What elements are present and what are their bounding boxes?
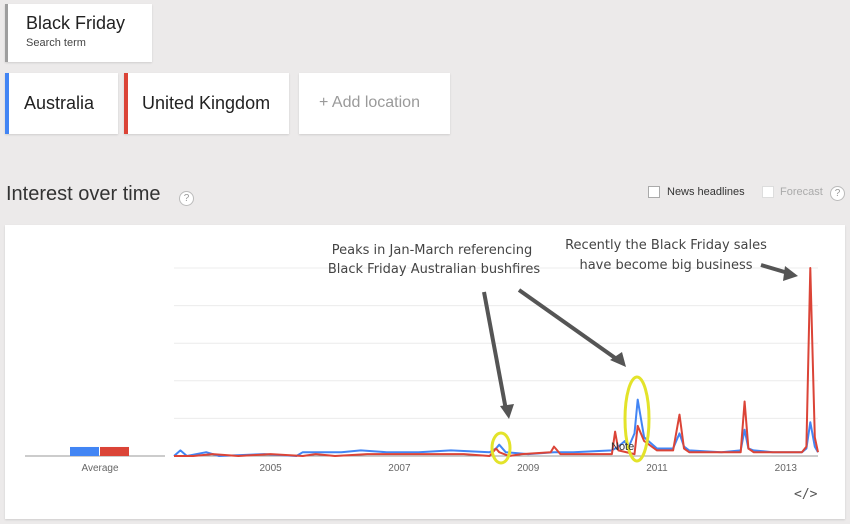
average-bar (70, 446, 99, 456)
highlight-circle (623, 375, 651, 463)
annotation-bushfires-line1: Peaks in Jan-March referencing (332, 243, 532, 258)
forecast-label: Forecast (780, 186, 823, 198)
search-term-subtitle: Search term (26, 37, 86, 49)
location-label: Australia (24, 93, 95, 113)
forecast-checkbox[interactable] (762, 186, 774, 198)
annotation-arrow (517, 288, 620, 362)
x-tick-label: 2013 (775, 463, 798, 474)
news-headlines-checkbox[interactable] (648, 186, 660, 198)
arrow-head (610, 352, 626, 367)
chart-card (5, 225, 845, 519)
section-title: Interest over time (6, 183, 161, 205)
annotation-business-line1: Recently the Black Friday sales (565, 238, 767, 253)
highlight-circle (490, 431, 512, 465)
x-tick-label: 2009 (517, 463, 540, 474)
news-headlines-label: News headlines (667, 186, 745, 198)
annotation-bushfires-line2: Black Friday Australian bushfires (328, 262, 540, 277)
note-label: Note (611, 441, 634, 453)
annotation-business-line2: have become big business (579, 258, 752, 273)
series-line (174, 267, 819, 457)
arrow-head (783, 266, 798, 281)
annotation-arrow (482, 291, 508, 411)
annotation-arrow (760, 263, 789, 275)
average-label: Average (81, 463, 119, 474)
location-australia[interactable]: Australia (5, 73, 118, 134)
average-bar (100, 446, 129, 456)
add-location-button[interactable]: + Add location (299, 73, 450, 134)
forecast-help-icon[interactable]: ? (830, 186, 845, 201)
add-location-label: + Add location (319, 94, 420, 111)
location-label: United Kingdom (142, 93, 271, 113)
arrow-head (500, 404, 514, 419)
search-term-title: Black Friday (26, 13, 126, 33)
embed-code-icon[interactable]: </> (794, 487, 818, 502)
x-tick-label: 2005 (259, 463, 282, 474)
help-icon[interactable]: ? (179, 191, 194, 206)
search-term-card[interactable]: Black Friday Search term (5, 4, 152, 62)
location-united-kingdom[interactable]: United Kingdom (124, 73, 289, 134)
x-tick-label: 2011 (646, 463, 668, 474)
x-tick-label: 2007 (388, 463, 411, 474)
